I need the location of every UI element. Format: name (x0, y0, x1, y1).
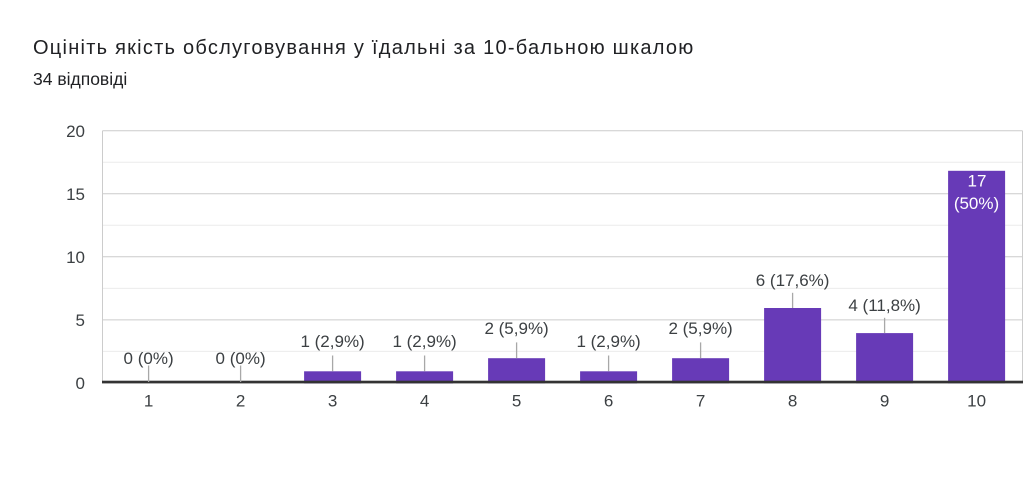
svg-text:0: 0 (76, 374, 85, 393)
svg-text:1: 1 (144, 392, 153, 411)
svg-text:Оцініть якість обслуговування: Оцініть якість обслуговування у їдальні … (33, 37, 695, 59)
svg-text:8: 8 (788, 392, 797, 411)
svg-text:4 (11,8%): 4 (11,8%) (848, 296, 920, 315)
svg-text:9: 9 (880, 392, 889, 411)
svg-text:2: 2 (236, 392, 245, 411)
svg-text:3: 3 (328, 392, 337, 411)
svg-text:(50%): (50%) (954, 194, 999, 213)
svg-text:15: 15 (66, 185, 85, 204)
svg-text:2 (5,9%): 2 (5,9%) (668, 319, 732, 338)
svg-text:0 (0%): 0 (0%) (216, 349, 266, 368)
svg-text:2 (5,9%): 2 (5,9%) (484, 319, 548, 338)
svg-text:10: 10 (66, 248, 85, 267)
svg-text:7: 7 (696, 392, 705, 411)
svg-text:4: 4 (420, 392, 429, 411)
svg-text:6 (17,6%): 6 (17,6%) (756, 271, 830, 290)
svg-text:20: 20 (66, 122, 85, 141)
svg-text:1 (2,9%): 1 (2,9%) (576, 332, 640, 351)
svg-text:5: 5 (76, 311, 85, 330)
svg-text:17: 17 (968, 172, 987, 191)
svg-text:5: 5 (512, 392, 521, 411)
svg-text:1 (2,9%): 1 (2,9%) (392, 332, 456, 351)
svg-text:1 (2,9%): 1 (2,9%) (300, 332, 364, 351)
svg-text:0 (0%): 0 (0%) (124, 349, 174, 368)
svg-text:10: 10 (967, 392, 986, 411)
svg-text:6: 6 (604, 392, 613, 411)
svg-text:34 відповіді: 34 відповіді (33, 69, 127, 89)
